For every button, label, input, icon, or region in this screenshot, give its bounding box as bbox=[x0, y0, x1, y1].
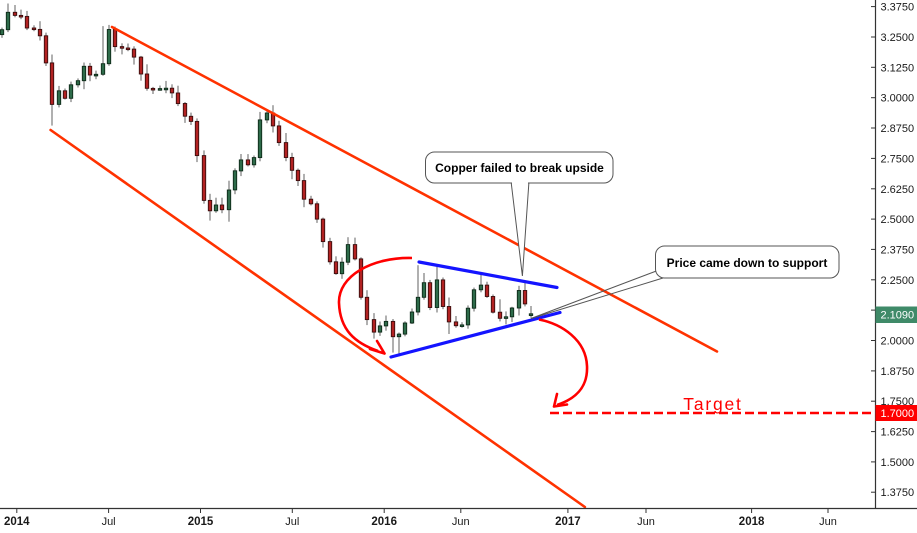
svg-text:1.7000: 1.7000 bbox=[881, 408, 915, 420]
svg-text:Jun: Jun bbox=[637, 516, 655, 528]
svg-text:2.6250: 2.6250 bbox=[881, 184, 915, 196]
svg-text:3.2500: 3.2500 bbox=[881, 32, 915, 44]
svg-text:2017: 2017 bbox=[555, 516, 581, 528]
svg-text:2.2500: 2.2500 bbox=[881, 275, 915, 287]
svg-text:1.6250: 1.6250 bbox=[881, 427, 915, 439]
svg-text:2016: 2016 bbox=[371, 516, 397, 528]
svg-text:Price came down to support: Price came down to support bbox=[667, 256, 828, 270]
svg-text:1.5000: 1.5000 bbox=[881, 457, 915, 469]
svg-text:Jun: Jun bbox=[452, 516, 470, 528]
svg-text:2.7500: 2.7500 bbox=[881, 153, 915, 165]
svg-text:Target: Target bbox=[683, 394, 742, 414]
svg-text:1.3750: 1.3750 bbox=[881, 487, 915, 499]
svg-text:3.1250: 3.1250 bbox=[881, 62, 915, 74]
svg-text:Jun: Jun bbox=[819, 516, 837, 528]
svg-text:3.3750: 3.3750 bbox=[881, 2, 915, 14]
svg-text:2015: 2015 bbox=[188, 516, 214, 528]
svg-text:Jul: Jul bbox=[102, 516, 116, 528]
svg-text:2018: 2018 bbox=[739, 516, 765, 528]
svg-text:2014: 2014 bbox=[4, 516, 30, 528]
svg-text:Jul: Jul bbox=[285, 516, 299, 528]
svg-text:2.5000: 2.5000 bbox=[881, 214, 915, 226]
svg-text:Copper failed to break upside: Copper failed to break upside bbox=[435, 161, 604, 175]
svg-text:2.1090: 2.1090 bbox=[881, 310, 915, 322]
svg-text:3.0000: 3.0000 bbox=[881, 93, 915, 105]
svg-text:2.0000: 2.0000 bbox=[881, 336, 915, 348]
svg-text:2.3750: 2.3750 bbox=[881, 244, 915, 256]
svg-text:1.8750: 1.8750 bbox=[881, 366, 915, 378]
svg-text:2.8750: 2.8750 bbox=[881, 123, 915, 135]
